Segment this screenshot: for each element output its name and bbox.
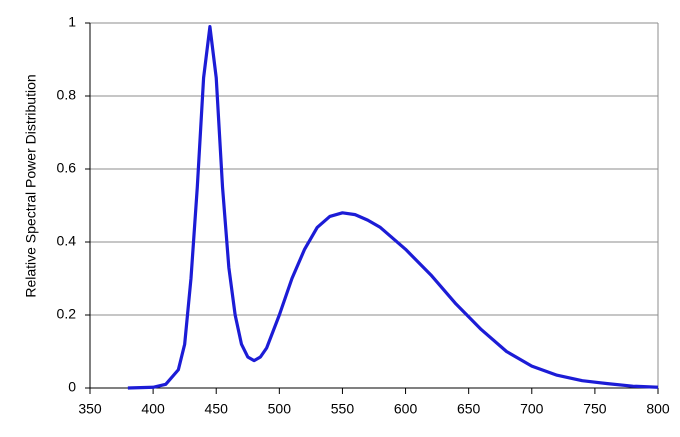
x-tick-label: 700 [520,401,544,417]
x-tick-label: 550 [331,401,355,417]
spectrum-line [127,25,659,390]
x-tick-label: 500 [268,401,292,417]
y-axis-label: Relative Spectral Power Distribution [23,74,39,297]
x-tick-label: 650 [457,401,481,417]
x-tick-label: 750 [583,401,607,417]
y-tick-label: 0.6 [57,160,77,176]
y-tick-label: 1 [68,14,76,30]
x-tick-label: 450 [205,401,229,417]
y-tick-label: 0 [68,379,76,395]
x-tick-label: 600 [394,401,418,417]
x-tick-label: 800 [646,401,670,417]
y-tick-label: 0.8 [57,87,77,103]
y-tick-label: 0.4 [57,233,77,249]
x-tick-label: 400 [141,401,165,417]
y-tick-label: 0.2 [57,306,77,322]
x-tick-label: 350 [78,401,102,417]
